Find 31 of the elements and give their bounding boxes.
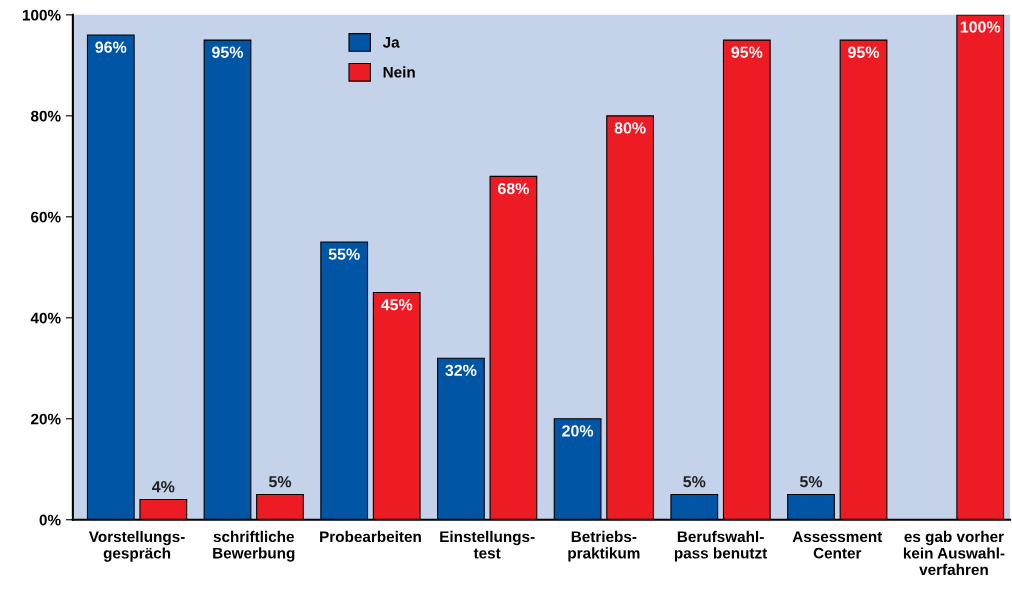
data-label: 95% [731,46,763,58]
data-label: 32% [445,364,477,376]
legend-label: Ja [382,37,400,48]
x-tick-label: schriftliche Bewerbung [213,530,295,562]
x-tick-label: es gab vorher kein Auswahl- verfahren [903,530,1005,576]
y-tick-label: 40% [30,312,61,324]
data-label: 5% [799,476,823,488]
x-tick-label: Assessment Center [792,531,883,559]
legend-label: Nein [383,66,415,78]
x-tick-label: Probearbeiten [320,530,421,543]
data-label: 68% [498,182,529,195]
data-label: 100% [960,21,1001,33]
x-tick-label: Berufswahl- pass benutzt [674,530,768,562]
data-label: 80% [614,122,646,134]
data-label: 4% [152,481,175,493]
data-label: 5% [268,476,292,488]
data-label: 45% [380,299,413,311]
data-label: 96% [95,41,127,53]
data-label: 95% [212,46,244,58]
y-tick-label: 20% [31,413,61,425]
x-tick-label: Vorstellungs- gespräch [88,530,185,562]
y-tick-label: 80% [30,110,61,122]
data-label: 95% [848,46,880,58]
x-tick-label: Einstellungs- test [440,530,535,559]
y-tick-label: 60% [31,211,61,223]
data-label: 20% [562,425,594,437]
y-tick-label: 100% [22,9,61,21]
y-tick-label: 0% [39,514,61,526]
data-label: 55% [328,248,360,260]
data-label: 5% [683,476,706,488]
x-tick-label: Betriebs- praktikum [568,530,640,562]
